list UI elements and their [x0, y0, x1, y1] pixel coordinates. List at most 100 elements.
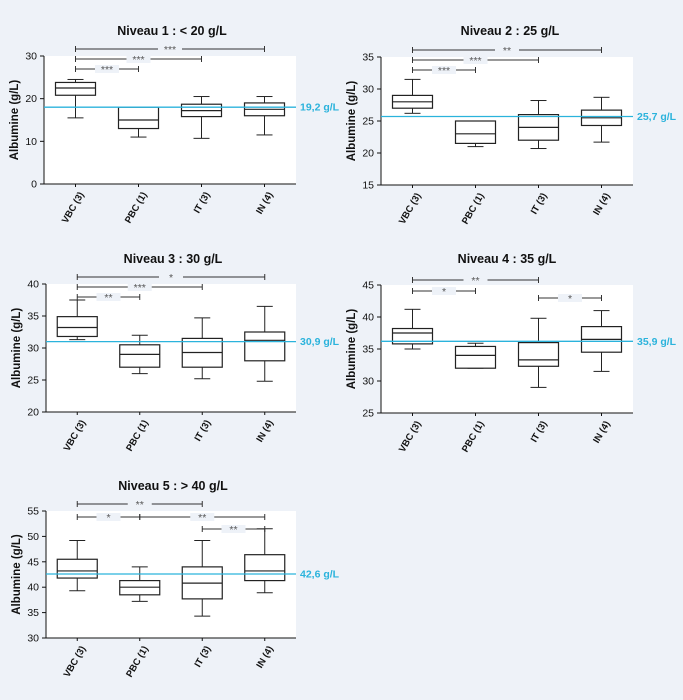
significance-bracket: ***	[75, 54, 202, 66]
bracket-label-bg	[158, 45, 182, 53]
bracket-label-bg	[159, 273, 183, 281]
x-tick-label: PBC (1)	[460, 191, 487, 226]
significance-label: *	[169, 272, 173, 284]
y-tick-label: 20	[25, 93, 37, 105]
x-tick-label: PBC (1)	[124, 418, 151, 453]
significance-label: **	[229, 524, 237, 536]
y-tick-label: 55	[27, 506, 39, 518]
box-3	[181, 317, 223, 380]
y-tick-label: 35	[362, 52, 374, 64]
bracket-label-bg	[95, 65, 119, 73]
significance-label: ***	[132, 54, 144, 66]
box-4	[243, 96, 286, 136]
significance-bracket: ***	[75, 64, 139, 76]
y-tick-label: 35	[362, 344, 374, 356]
x-tick-label: IT (3)	[529, 419, 550, 444]
panel-2: Niveau 2 : 25 g/L Albumine (g/L) 15 20 25 30 3…	[346, 24, 677, 226]
y-tick-label: 20	[27, 407, 39, 419]
bracket-label-bg	[127, 283, 152, 291]
x-tick-label: VBC (3)	[62, 418, 89, 453]
box-4	[580, 96, 623, 143]
bracket-label-bg	[190, 513, 215, 521]
significance-label: **	[503, 45, 511, 57]
y-tick-label: 15	[362, 180, 374, 192]
significance-label: *	[442, 286, 446, 298]
box-iqr	[244, 331, 286, 362]
box-1	[54, 78, 97, 119]
significance-bracket: ***	[412, 55, 539, 67]
reference-label: 35,9 g/L	[637, 336, 677, 348]
y-tick-label: 30	[25, 51, 37, 63]
y-tick-label: 40	[27, 582, 39, 594]
bracket-label-bg	[432, 66, 456, 74]
box-iqr	[391, 327, 434, 345]
significance-label: ***	[164, 44, 176, 56]
y-tick-label: 40	[27, 279, 39, 291]
box-iqr	[244, 554, 286, 582]
x-tick-label: IN (4)	[254, 418, 275, 444]
significance-bracket: *	[538, 293, 602, 305]
bracket-label-bg	[221, 525, 246, 533]
y-tick-label: 0	[31, 179, 37, 191]
box-4	[244, 305, 286, 382]
panel-title: Niveau 4 : 35 g/L	[458, 252, 557, 266]
y-tick-label: 45	[27, 556, 39, 568]
significance-label: **	[471, 275, 479, 287]
plot-area	[44, 56, 296, 184]
box-2	[454, 342, 497, 369]
reference-label: 42,6 g/L	[300, 568, 340, 580]
panel-title: Niveau 3 : 30 g/L	[124, 252, 223, 266]
y-tick-label: 25	[27, 375, 39, 387]
significance-label: ***	[438, 65, 450, 77]
panel-5: Niveau 5 : > 40 g/L Albumine (g/L) 30 35 40 4…	[11, 479, 340, 679]
panel-title: Niveau 2 : 25 g/L	[461, 24, 560, 38]
y-tick-label: 10	[25, 136, 37, 148]
x-tick-label: PBC (1)	[460, 419, 487, 454]
bracket-label-bg	[96, 293, 121, 301]
significance-bracket: *	[412, 286, 476, 298]
y-axis-label: Albumine (g/L)	[11, 308, 23, 389]
bracket-label-bg	[127, 500, 152, 508]
box-iqr	[54, 81, 97, 96]
bracket-label-bg	[432, 287, 456, 295]
y-tick-label: 45	[362, 280, 374, 292]
box-iqr	[56, 558, 98, 579]
significance-bracket: **	[76, 499, 203, 511]
x-tick-label: VBC (3)	[60, 190, 87, 225]
significance-label: *	[106, 512, 110, 524]
significance-label: **	[104, 292, 112, 304]
y-axis-label: Albumine (g/L)	[11, 534, 23, 615]
x-tick-label: PBC (1)	[124, 644, 151, 679]
y-tick-label: 50	[27, 531, 39, 543]
reference-label: 25,7 g/L	[637, 111, 677, 123]
y-tick-label: 30	[362, 84, 374, 96]
reference-label: 19,2 g/L	[300, 102, 340, 114]
y-tick-label: 30	[27, 343, 39, 355]
panel-4: Niveau 4 : 35 g/L Albumine (g/L) 25 30 35 40 4…	[346, 252, 677, 454]
significance-bracket: **	[201, 524, 266, 536]
box-4	[580, 310, 623, 372]
y-tick-label: 25	[362, 116, 374, 128]
x-tick-label: IN (4)	[591, 191, 612, 217]
x-tick-label: IT (3)	[192, 190, 213, 215]
box-1	[56, 299, 98, 341]
x-tick-label: IN (4)	[591, 419, 612, 445]
bracket-label-bg	[96, 513, 121, 521]
box-iqr	[117, 106, 160, 130]
significance-bracket: **	[412, 45, 602, 57]
significance-label: ***	[469, 55, 481, 67]
x-tick-label: PBC (1)	[123, 190, 150, 225]
box-1	[391, 308, 434, 350]
box-iqr	[56, 316, 98, 338]
significance-bracket: **	[412, 275, 539, 287]
box-1	[391, 78, 434, 114]
reference-label: 30,9 g/L	[300, 336, 340, 348]
bracket-label-bg	[558, 294, 582, 302]
bracket-label-bg	[126, 55, 151, 63]
y-tick-label: 35	[27, 607, 39, 619]
box-iqr	[517, 342, 560, 367]
box-2	[454, 120, 497, 148]
panel-title: Niveau 1 : < 20 g/L	[117, 24, 227, 38]
significance-label: **	[198, 512, 206, 524]
bracket-label-bg	[495, 46, 519, 54]
